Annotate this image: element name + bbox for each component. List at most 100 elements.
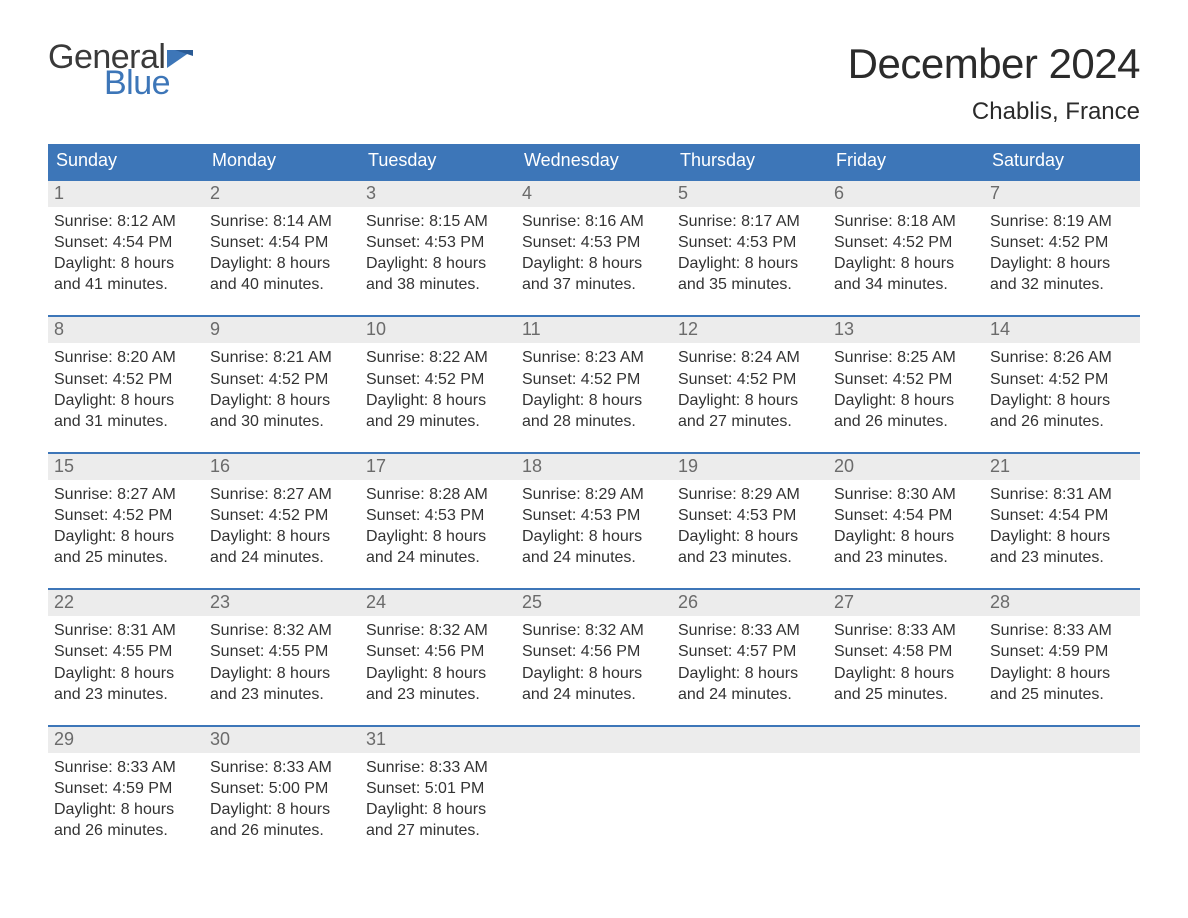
day-d2: and 40 minutes.: [210, 274, 354, 295]
brand-logo: General Blue: [48, 40, 193, 100]
day-sunset: Sunset: 4:55 PM: [54, 641, 198, 662]
day-details: Sunrise: 8:29 AMSunset: 4:53 PMDaylight:…: [672, 480, 828, 574]
calendar-day: [828, 727, 984, 847]
day-d1: Daylight: 8 hours: [366, 526, 510, 547]
calendar-day: 30Sunrise: 8:33 AMSunset: 5:00 PMDayligh…: [204, 727, 360, 847]
day-d1: Daylight: 8 hours: [834, 253, 978, 274]
day-d2: and 23 minutes.: [834, 547, 978, 568]
day-details: Sunrise: 8:32 AMSunset: 4:56 PMDaylight:…: [360, 616, 516, 710]
day-sunset: Sunset: 4:53 PM: [522, 505, 666, 526]
dow-thursday: Thursday: [672, 144, 828, 179]
day-details: Sunrise: 8:21 AMSunset: 4:52 PMDaylight:…: [204, 343, 360, 437]
calendar-day: 23Sunrise: 8:32 AMSunset: 4:55 PMDayligh…: [204, 590, 360, 710]
day-number-empty: [828, 727, 984, 753]
dow-friday: Friday: [828, 144, 984, 179]
day-sunrise: Sunrise: 8:20 AM: [54, 347, 198, 368]
day-sunset: Sunset: 4:52 PM: [678, 369, 822, 390]
day-details: Sunrise: 8:22 AMSunset: 4:52 PMDaylight:…: [360, 343, 516, 437]
day-number: 9: [204, 317, 360, 343]
day-details: Sunrise: 8:26 AMSunset: 4:52 PMDaylight:…: [984, 343, 1140, 437]
day-d2: and 26 minutes.: [54, 820, 198, 841]
day-details: Sunrise: 8:27 AMSunset: 4:52 PMDaylight:…: [204, 480, 360, 574]
day-d2: and 23 minutes.: [210, 684, 354, 705]
day-sunset: Sunset: 4:53 PM: [678, 232, 822, 253]
day-sunset: Sunset: 4:56 PM: [522, 641, 666, 662]
calendar-day: 12Sunrise: 8:24 AMSunset: 4:52 PMDayligh…: [672, 317, 828, 437]
day-d1: Daylight: 8 hours: [366, 390, 510, 411]
day-sunset: Sunset: 4:56 PM: [366, 641, 510, 662]
day-sunset: Sunset: 4:52 PM: [210, 505, 354, 526]
day-sunset: Sunset: 4:52 PM: [54, 505, 198, 526]
day-d2: and 37 minutes.: [522, 274, 666, 295]
day-d1: Daylight: 8 hours: [366, 253, 510, 274]
day-details: Sunrise: 8:33 AMSunset: 4:58 PMDaylight:…: [828, 616, 984, 710]
day-d1: Daylight: 8 hours: [678, 663, 822, 684]
day-d2: and 26 minutes.: [834, 411, 978, 432]
day-sunrise: Sunrise: 8:23 AM: [522, 347, 666, 368]
day-d1: Daylight: 8 hours: [990, 253, 1134, 274]
day-number: 13: [828, 317, 984, 343]
day-details: Sunrise: 8:32 AMSunset: 4:55 PMDaylight:…: [204, 616, 360, 710]
day-d1: Daylight: 8 hours: [522, 526, 666, 547]
day-sunrise: Sunrise: 8:29 AM: [678, 484, 822, 505]
day-d2: and 23 minutes.: [678, 547, 822, 568]
calendar-day: [672, 727, 828, 847]
day-of-week-header: Sunday Monday Tuesday Wednesday Thursday…: [48, 144, 1140, 179]
day-d1: Daylight: 8 hours: [54, 663, 198, 684]
day-sunrise: Sunrise: 8:33 AM: [678, 620, 822, 641]
day-d2: and 30 minutes.: [210, 411, 354, 432]
calendar-week: 1Sunrise: 8:12 AMSunset: 4:54 PMDaylight…: [48, 179, 1140, 301]
day-sunset: Sunset: 4:53 PM: [522, 232, 666, 253]
calendar-day: 8Sunrise: 8:20 AMSunset: 4:52 PMDaylight…: [48, 317, 204, 437]
day-number: 19: [672, 454, 828, 480]
day-details: Sunrise: 8:33 AMSunset: 5:00 PMDaylight:…: [204, 753, 360, 847]
calendar: Sunday Monday Tuesday Wednesday Thursday…: [48, 144, 1140, 847]
day-sunrise: Sunrise: 8:25 AM: [834, 347, 978, 368]
calendar-day: 27Sunrise: 8:33 AMSunset: 4:58 PMDayligh…: [828, 590, 984, 710]
day-sunset: Sunset: 5:00 PM: [210, 778, 354, 799]
calendar-day: 22Sunrise: 8:31 AMSunset: 4:55 PMDayligh…: [48, 590, 204, 710]
calendar-day: 29Sunrise: 8:33 AMSunset: 4:59 PMDayligh…: [48, 727, 204, 847]
day-d2: and 24 minutes.: [366, 547, 510, 568]
calendar-day: 25Sunrise: 8:32 AMSunset: 4:56 PMDayligh…: [516, 590, 672, 710]
day-sunset: Sunset: 4:55 PM: [210, 641, 354, 662]
day-number: 14: [984, 317, 1140, 343]
day-sunrise: Sunrise: 8:33 AM: [834, 620, 978, 641]
day-d2: and 28 minutes.: [522, 411, 666, 432]
day-d2: and 23 minutes.: [54, 684, 198, 705]
day-sunrise: Sunrise: 8:12 AM: [54, 211, 198, 232]
calendar-day: 19Sunrise: 8:29 AMSunset: 4:53 PMDayligh…: [672, 454, 828, 574]
day-sunrise: Sunrise: 8:29 AM: [522, 484, 666, 505]
day-details: Sunrise: 8:33 AMSunset: 4:57 PMDaylight:…: [672, 616, 828, 710]
title-block: December 2024 Chablis, France: [848, 40, 1140, 126]
calendar-day: 3Sunrise: 8:15 AMSunset: 4:53 PMDaylight…: [360, 181, 516, 301]
day-number: 17: [360, 454, 516, 480]
dow-sunday: Sunday: [48, 144, 204, 179]
day-sunrise: Sunrise: 8:33 AM: [54, 757, 198, 778]
day-sunrise: Sunrise: 8:32 AM: [366, 620, 510, 641]
calendar-day: 16Sunrise: 8:27 AMSunset: 4:52 PMDayligh…: [204, 454, 360, 574]
day-details: Sunrise: 8:33 AMSunset: 5:01 PMDaylight:…: [360, 753, 516, 847]
calendar-day: 10Sunrise: 8:22 AMSunset: 4:52 PMDayligh…: [360, 317, 516, 437]
day-d1: Daylight: 8 hours: [990, 663, 1134, 684]
day-sunset: Sunset: 4:52 PM: [834, 232, 978, 253]
day-sunset: Sunset: 4:54 PM: [54, 232, 198, 253]
day-d1: Daylight: 8 hours: [210, 390, 354, 411]
day-details: Sunrise: 8:16 AMSunset: 4:53 PMDaylight:…: [516, 207, 672, 301]
day-sunset: Sunset: 4:53 PM: [678, 505, 822, 526]
day-d1: Daylight: 8 hours: [990, 390, 1134, 411]
day-d1: Daylight: 8 hours: [210, 253, 354, 274]
day-number: 23: [204, 590, 360, 616]
day-sunrise: Sunrise: 8:19 AM: [990, 211, 1134, 232]
day-details: Sunrise: 8:28 AMSunset: 4:53 PMDaylight:…: [360, 480, 516, 574]
day-d1: Daylight: 8 hours: [210, 799, 354, 820]
calendar-day: 26Sunrise: 8:33 AMSunset: 4:57 PMDayligh…: [672, 590, 828, 710]
day-sunset: Sunset: 5:01 PM: [366, 778, 510, 799]
calendar-day: 31Sunrise: 8:33 AMSunset: 5:01 PMDayligh…: [360, 727, 516, 847]
day-number: 15: [48, 454, 204, 480]
day-details: Sunrise: 8:32 AMSunset: 4:56 PMDaylight:…: [516, 616, 672, 710]
day-sunset: Sunset: 4:58 PM: [834, 641, 978, 662]
day-details: Sunrise: 8:29 AMSunset: 4:53 PMDaylight:…: [516, 480, 672, 574]
day-d2: and 25 minutes.: [54, 547, 198, 568]
location-label: Chablis, France: [848, 98, 1140, 126]
